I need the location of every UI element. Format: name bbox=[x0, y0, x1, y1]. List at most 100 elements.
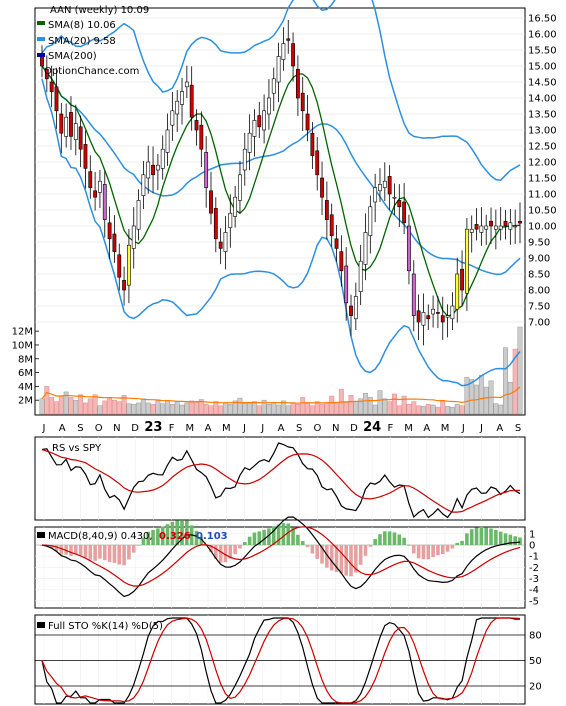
month-label: 24 bbox=[363, 420, 381, 435]
volume-bar bbox=[97, 405, 103, 415]
candle-body bbox=[141, 174, 146, 196]
upper-band-line bbox=[41, 0, 521, 181]
candle-body bbox=[421, 312, 426, 326]
volume-bar bbox=[483, 386, 489, 415]
macd-histogram-bar bbox=[131, 545, 136, 553]
macd-tick-label: -4 bbox=[529, 585, 539, 596]
price-tick-label: 8.50 bbox=[528, 270, 550, 281]
month-label: M bbox=[441, 423, 450, 434]
sma8-legend: SMA(8) 10.06 bbox=[48, 20, 116, 31]
volume-bar bbox=[309, 405, 315, 415]
candle-body bbox=[508, 222, 513, 230]
candle-body bbox=[503, 220, 508, 227]
candle-body bbox=[378, 184, 382, 192]
price-tick-label: 7.50 bbox=[528, 302, 550, 313]
macd-histogram-bar bbox=[411, 545, 416, 554]
macd-histogram-bar bbox=[450, 545, 455, 549]
volume-bar bbox=[237, 397, 243, 415]
volume-tick-label: 12M bbox=[12, 327, 33, 338]
volume-tick-label: 4M bbox=[18, 382, 33, 393]
volume-bar bbox=[87, 398, 93, 415]
sto-lines bbox=[41, 617, 521, 704]
candle-body bbox=[382, 180, 387, 188]
candle-body bbox=[194, 120, 199, 131]
volume-bar bbox=[358, 398, 364, 415]
candle-body bbox=[329, 214, 334, 236]
macd-histogram-bar bbox=[325, 545, 329, 568]
macd-tick-label: -2 bbox=[529, 563, 539, 574]
candle-body bbox=[479, 225, 484, 233]
macd-histogram-bar bbox=[180, 520, 184, 545]
candle-body bbox=[426, 315, 431, 320]
candle-body bbox=[349, 305, 353, 316]
candle-body bbox=[436, 312, 440, 314]
macd-histogram-bar bbox=[238, 545, 242, 549]
candle-body bbox=[64, 116, 69, 137]
volume-bar bbox=[498, 404, 504, 415]
macd-histogram-bar bbox=[445, 545, 450, 552]
candle-body bbox=[136, 200, 141, 230]
volume-bar bbox=[435, 406, 441, 415]
candle-body bbox=[320, 177, 324, 198]
candle-body bbox=[93, 190, 98, 198]
candle-body bbox=[160, 148, 165, 169]
candle-body bbox=[180, 91, 184, 105]
volume-bar bbox=[78, 394, 84, 415]
month-label: O bbox=[95, 423, 103, 434]
candle-body bbox=[464, 228, 469, 294]
macd-histogram-bar bbox=[320, 545, 324, 564]
macd-histogram-bar bbox=[102, 545, 107, 561]
macd-histogram-bar bbox=[78, 545, 83, 556]
price-tick-label: 16.00 bbox=[528, 30, 557, 41]
macd-histogram-bar bbox=[431, 545, 435, 558]
macd-histogram-bar bbox=[416, 545, 421, 559]
macd-histogram-bar bbox=[151, 529, 155, 545]
macd-histogram-bar bbox=[136, 545, 141, 546]
macd-histogram-bar bbox=[291, 527, 295, 545]
candle-body bbox=[344, 265, 349, 304]
macd-histogram-bar bbox=[117, 545, 122, 565]
volume-bar bbox=[392, 393, 397, 415]
candle-body bbox=[73, 123, 78, 140]
candle-body bbox=[252, 120, 257, 137]
moving-averages bbox=[41, 65, 521, 317]
candle-body bbox=[69, 112, 73, 137]
candle-body bbox=[59, 113, 64, 134]
volume-bar bbox=[83, 402, 88, 415]
source-label: OptionChance.com bbox=[44, 66, 139, 77]
month-label: M bbox=[404, 423, 413, 434]
price-tick-label: 14.00 bbox=[528, 94, 557, 105]
sma8-line bbox=[41, 65, 521, 317]
macd-histogram-bar bbox=[267, 528, 271, 545]
month-label: O bbox=[314, 423, 322, 434]
sma20-swatch bbox=[37, 37, 45, 41]
volume-bar bbox=[131, 404, 137, 415]
macd-histogram-bar bbox=[460, 540, 464, 545]
candle-body bbox=[107, 222, 112, 240]
volume-bar bbox=[372, 404, 378, 415]
candle-body bbox=[402, 201, 407, 224]
volume-bar bbox=[382, 398, 388, 415]
month-label: A bbox=[205, 423, 212, 434]
candle-body bbox=[151, 164, 155, 176]
candle-body bbox=[223, 232, 228, 252]
candle-body bbox=[295, 68, 300, 99]
macd-histogram-bar bbox=[98, 545, 102, 559]
macd-histogram-bar bbox=[354, 545, 358, 573]
month-label: J bbox=[260, 423, 264, 434]
candle-body bbox=[267, 97, 271, 115]
price-axis: 16.50 16.00 15.50 15.00 14.50 14.00 13.50 13.00… bbox=[528, 14, 557, 329]
candle-body bbox=[262, 110, 267, 131]
bollinger-bands bbox=[41, 0, 521, 387]
candle-body bbox=[310, 132, 315, 156]
macd-histogram-bar bbox=[421, 545, 426, 560]
candle-body bbox=[489, 220, 493, 227]
macd-tick-label: -1 bbox=[529, 552, 539, 563]
price-tick-label: 10.00 bbox=[528, 222, 557, 233]
volume-bar bbox=[401, 395, 407, 415]
macd-histogram-bar bbox=[469, 529, 474, 545]
macd-histogram-bar bbox=[59, 545, 64, 555]
macd-histogram-bar bbox=[387, 531, 392, 545]
volume-bar bbox=[377, 390, 383, 415]
volume-axis: 12M 10M 8M 6M 4M 2M bbox=[12, 327, 39, 407]
